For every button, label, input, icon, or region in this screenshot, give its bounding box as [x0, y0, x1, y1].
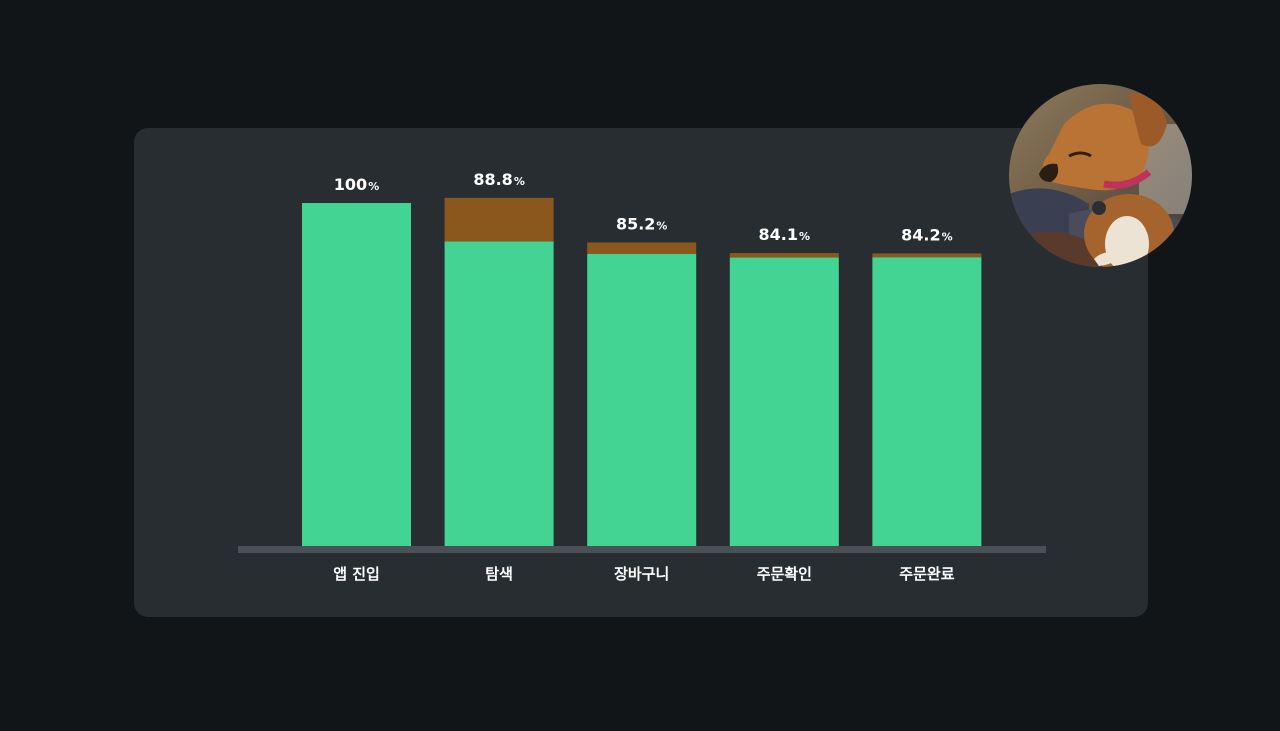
chart-card: 100% 앱 진입 88.8% 탐색 85.2% 장바구니 84.1% 주문확인 84.2% 주문… — [134, 128, 1148, 617]
category-label-2: 장바구니 — [614, 565, 669, 583]
value-label-4: 84.2% — [901, 225, 953, 244]
value-label-1: 88.8% — [473, 170, 525, 189]
value-label-2: 85.2% — [616, 214, 668, 233]
bar-0 — [302, 203, 411, 546]
bar-3 — [729, 257, 839, 546]
dog-photo-icon — [1009, 84, 1192, 267]
bar-dropoff-4 — [872, 253, 982, 258]
funnel-bar-chart: 100% 앱 진입 88.8% 탐색 85.2% 장바구니 84.1% 주문확인 84.2% 주문… — [238, 170, 1046, 583]
category-label-0: 앱 진입 — [333, 565, 380, 583]
value-label-3: 84.1% — [759, 225, 811, 244]
bar-2 — [587, 253, 697, 546]
category-label-3: 주문확인 — [757, 565, 812, 583]
bar-dropoff-2 — [587, 242, 697, 254]
category-label-4: 주문완료 — [899, 565, 954, 583]
bar-dropoff-3 — [729, 253, 839, 258]
bar-dropoff-1 — [444, 197, 554, 242]
value-label-0: 100% — [334, 175, 379, 194]
dog-photo-avatar[interactable] — [1009, 84, 1192, 267]
category-label-1: 탐색 — [485, 565, 513, 583]
chart-baseline — [238, 546, 1046, 553]
bar-4 — [872, 257, 982, 546]
bar-1 — [444, 241, 554, 546]
